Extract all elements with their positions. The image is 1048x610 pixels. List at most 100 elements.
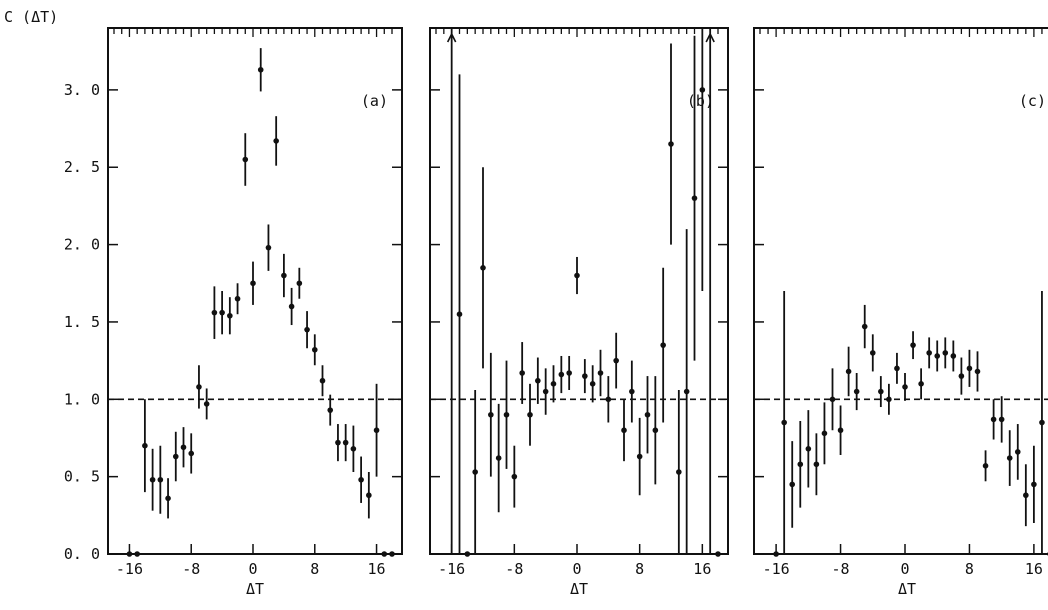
y-tick-label: 3. 0 (64, 81, 100, 99)
data-point (805, 446, 812, 452)
y-tick-label: 0. 0 (64, 545, 100, 563)
data-point (574, 272, 580, 279)
data-point (304, 326, 310, 333)
panel-b: -16 -8 0 8 16(b)ΔT (429, 27, 729, 598)
data-point (1023, 492, 1029, 499)
data-point (203, 401, 210, 407)
data-point (1039, 419, 1045, 426)
data-point (902, 384, 908, 390)
panel-label: (a) (361, 92, 388, 110)
data-point (958, 373, 965, 379)
data-point (837, 427, 844, 434)
data-point (982, 463, 989, 469)
data-point (281, 272, 287, 279)
data-point (990, 416, 997, 423)
data-point (829, 396, 836, 403)
data-point (797, 461, 804, 468)
data-point (597, 370, 604, 376)
data-point (845, 368, 852, 375)
error-arrow (705, 32, 715, 43)
data-point (335, 439, 341, 446)
data-point (342, 439, 349, 446)
x-tick-label: 8 (965, 560, 974, 578)
data-point (527, 411, 533, 418)
data-point (142, 442, 148, 449)
y-tick-label: 0. 5 (64, 468, 100, 486)
data-point (288, 303, 295, 310)
data-point (821, 430, 828, 437)
data-point (861, 323, 868, 330)
x-tick-label: -8 (832, 560, 850, 578)
data-point (966, 365, 973, 372)
data-point (219, 309, 225, 316)
data-point (636, 453, 643, 460)
data-point (1006, 455, 1013, 461)
data-point (456, 311, 463, 318)
data-point (242, 156, 249, 163)
x-tick-label: 16 (1025, 560, 1043, 578)
data-point (950, 353, 957, 359)
data-point (134, 551, 140, 557)
data-point (149, 476, 156, 483)
data-point (853, 388, 860, 395)
data-point (366, 492, 372, 499)
data-point (273, 138, 279, 144)
data-point (211, 309, 218, 316)
data-point (668, 141, 674, 147)
data-point (172, 453, 179, 460)
data-point (250, 280, 256, 287)
data-point (495, 455, 502, 461)
data-point (998, 416, 1005, 423)
data-point (311, 346, 318, 353)
data-point (910, 342, 916, 348)
data-point (652, 427, 659, 434)
y-tick-label: 1. 0 (64, 390, 100, 408)
data-point (381, 551, 388, 557)
x-tick-label: 8 (635, 560, 644, 578)
data-point (558, 371, 565, 378)
data-point (613, 357, 619, 364)
x-axis-title: ΔT (570, 580, 588, 598)
data-point (1014, 449, 1021, 455)
x-tick-label: 0 (900, 560, 909, 578)
data-point (773, 551, 779, 557)
data-point (389, 551, 395, 557)
data-point (550, 381, 557, 387)
x-tick-label: -8 (182, 560, 200, 578)
data-point (327, 407, 334, 413)
data-point (813, 461, 820, 468)
data-point (886, 396, 892, 403)
data-point (188, 450, 195, 457)
data-point (894, 365, 900, 372)
data-point (629, 388, 635, 395)
panel-a: -16 -8 0 8 16 0. 0 0. 5 1. 0 1. 5 2. 0 2. 5 3. 0 (a)… (64, 27, 403, 598)
data-point (878, 388, 884, 395)
x-tick-label: 16 (693, 560, 711, 578)
data-point (699, 87, 706, 93)
data-point (358, 476, 364, 483)
data-point (319, 377, 326, 384)
data-point (605, 396, 612, 403)
data-point (234, 295, 241, 302)
data-point (789, 481, 796, 488)
y-tick-label: 1. 5 (64, 313, 100, 331)
data-point (715, 551, 721, 557)
data-point (165, 495, 171, 502)
x-tick-label: -16 (763, 560, 790, 578)
x-tick-label: -16 (116, 560, 143, 578)
data-point (488, 411, 494, 418)
data-point (472, 469, 478, 475)
y-tick-label: 2. 5 (64, 158, 100, 176)
data-point (781, 419, 787, 426)
data-point (257, 66, 264, 73)
x-tick-label: 8 (310, 560, 319, 578)
plot-frame (429, 27, 729, 555)
data-point (691, 195, 698, 201)
data-point (535, 377, 541, 384)
x-tick-label: -16 (438, 560, 465, 578)
data-point (157, 476, 164, 483)
error-arrow (446, 32, 457, 43)
data-point (296, 280, 303, 287)
